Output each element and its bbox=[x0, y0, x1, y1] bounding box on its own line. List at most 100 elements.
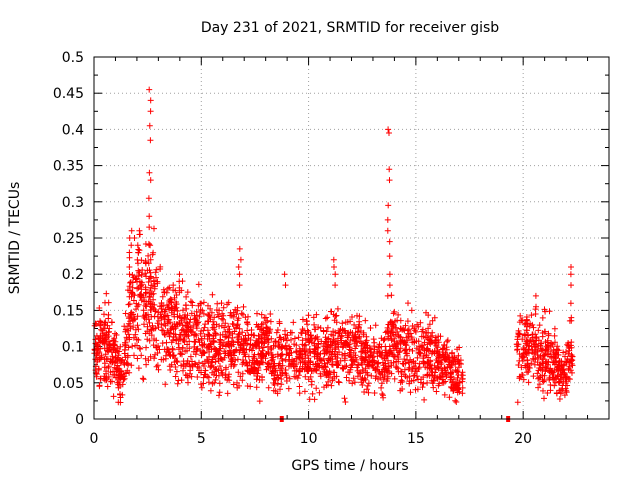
data-point bbox=[134, 256, 141, 263]
data-point bbox=[386, 350, 393, 357]
data-point bbox=[535, 327, 542, 334]
data-point bbox=[296, 365, 303, 372]
data-point bbox=[397, 334, 404, 341]
data-point bbox=[164, 304, 171, 311]
data-point bbox=[417, 319, 424, 326]
data-point bbox=[376, 348, 383, 355]
data-point bbox=[444, 364, 451, 370]
data-point bbox=[324, 371, 331, 378]
data-point bbox=[331, 264, 337, 270]
data-point bbox=[237, 256, 244, 263]
data-point bbox=[132, 331, 139, 338]
data-point bbox=[440, 345, 447, 352]
data-point bbox=[215, 351, 222, 358]
data-point bbox=[386, 282, 393, 289]
data-point bbox=[264, 343, 271, 350]
data-point bbox=[525, 368, 532, 375]
data-point bbox=[103, 290, 110, 297]
data-point bbox=[158, 314, 165, 321]
data-point bbox=[208, 363, 215, 370]
data-point bbox=[176, 289, 183, 296]
data-point bbox=[152, 269, 159, 276]
data-point bbox=[529, 321, 536, 328]
y-tick-label: 0.3 bbox=[62, 195, 84, 211]
data-point bbox=[369, 353, 376, 360]
data-point bbox=[210, 354, 216, 361]
data-point bbox=[145, 252, 152, 259]
data-point bbox=[385, 202, 392, 209]
data-point bbox=[146, 86, 153, 93]
data-point bbox=[234, 338, 241, 345]
data-point bbox=[173, 299, 179, 305]
data-point bbox=[432, 348, 438, 355]
data-point bbox=[302, 373, 309, 380]
data-point bbox=[325, 357, 332, 364]
data-point bbox=[141, 314, 148, 321]
data-point bbox=[351, 379, 358, 386]
data-point bbox=[149, 251, 156, 258]
data-point bbox=[342, 363, 348, 370]
data-point bbox=[564, 382, 571, 389]
data-point bbox=[307, 349, 314, 356]
data-point bbox=[218, 300, 225, 307]
data-point bbox=[282, 331, 289, 338]
data-point bbox=[542, 347, 549, 353]
data-point bbox=[203, 357, 210, 364]
data-point bbox=[95, 335, 102, 342]
data-point bbox=[549, 369, 556, 376]
data-point bbox=[288, 336, 294, 343]
data-point bbox=[124, 354, 131, 361]
data-point bbox=[557, 389, 564, 396]
data-point bbox=[329, 342, 336, 349]
data-point bbox=[234, 356, 241, 363]
data-point bbox=[146, 169, 153, 176]
data-point bbox=[264, 317, 271, 324]
data-point bbox=[162, 381, 169, 388]
data-point bbox=[176, 346, 182, 353]
data-point bbox=[341, 395, 348, 402]
data-point bbox=[138, 271, 145, 278]
data-point bbox=[331, 369, 338, 376]
data-point bbox=[306, 338, 313, 345]
data-point bbox=[337, 357, 344, 364]
data-point bbox=[430, 384, 437, 391]
data-point bbox=[117, 343, 124, 350]
data-point bbox=[288, 349, 295, 356]
data-point bbox=[522, 320, 529, 327]
data-point bbox=[282, 370, 289, 377]
data-point bbox=[444, 337, 451, 344]
data-point bbox=[523, 323, 530, 330]
data-point bbox=[429, 332, 436, 339]
data-point bbox=[134, 273, 140, 280]
data-point bbox=[290, 319, 297, 326]
data-point bbox=[516, 357, 523, 364]
data-point bbox=[216, 389, 223, 396]
data-point bbox=[307, 365, 314, 372]
data-point bbox=[448, 359, 455, 366]
data-point bbox=[229, 356, 236, 363]
data-point bbox=[542, 359, 549, 366]
data-point bbox=[337, 326, 344, 332]
data-point bbox=[256, 360, 263, 367]
data-point bbox=[93, 373, 100, 380]
data-point bbox=[200, 327, 207, 334]
data-point bbox=[536, 322, 543, 329]
data-point bbox=[296, 383, 303, 390]
data-point bbox=[299, 326, 306, 333]
data-point bbox=[315, 341, 322, 348]
data-point bbox=[346, 341, 353, 348]
plot-frame bbox=[93, 56, 610, 420]
data-point bbox=[336, 329, 343, 336]
data-point bbox=[247, 341, 254, 348]
data-point bbox=[409, 323, 416, 329]
data-point bbox=[406, 346, 413, 353]
data-point bbox=[108, 319, 115, 326]
data-point bbox=[136, 345, 143, 351]
data-point bbox=[239, 361, 246, 368]
data-point bbox=[211, 326, 218, 333]
data-point bbox=[423, 352, 430, 359]
data-point bbox=[222, 343, 229, 350]
data-point bbox=[94, 350, 101, 357]
data-point bbox=[105, 315, 112, 322]
data-point bbox=[278, 355, 285, 362]
